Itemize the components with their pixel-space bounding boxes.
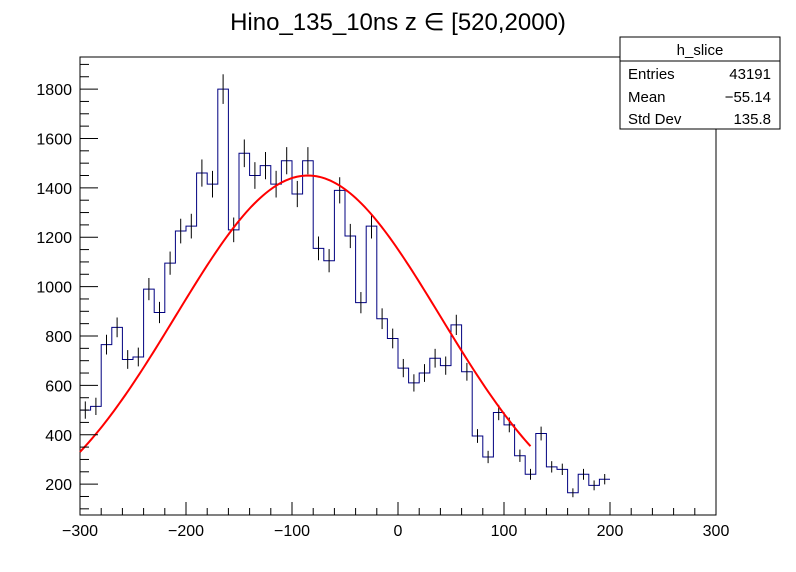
y-tick-label: 1600 — [36, 131, 72, 148]
y-tick-label: 600 — [45, 378, 72, 395]
stats-box-title: h_slice — [677, 42, 724, 59]
x-tick-label: 300 — [703, 523, 730, 540]
fit-layer — [79, 174, 532, 453]
x-tick-label: −300 — [62, 523, 98, 540]
x-tick-label: 0 — [394, 523, 403, 540]
stats-mean-value: −55.14 — [725, 89, 771, 106]
stats-stddev-value: 135.8 — [733, 111, 771, 128]
y-tick-label: 1800 — [36, 82, 72, 99]
stats-entries-value: 43191 — [729, 66, 771, 83]
stats-box: h_slice Entries 43191 Mean −55.14 Std De… — [619, 36, 781, 130]
chart-title: Hino_135_10ns z ∈ [520,2000) — [230, 9, 566, 36]
y-tick-label: 1000 — [36, 280, 72, 297]
x-tick-label: −100 — [274, 523, 310, 540]
y-tick-label: 800 — [45, 329, 72, 346]
y-tick-label: 1200 — [36, 230, 72, 247]
x-tick-label: −200 — [168, 523, 204, 540]
histogram-layer — [80, 74, 610, 498]
axes-layer: −300 −200 −100 0 100 200 300 200 400 600 800 1000 12… — [36, 63, 730, 540]
x-tick-label: 100 — [491, 523, 518, 540]
stats-box-frame — [619, 36, 781, 130]
y-tick-label: 200 — [45, 477, 72, 494]
x-tick-label: 200 — [597, 523, 624, 540]
stats-entries-label: Entries — [628, 66, 675, 83]
stats-stddev-label: Std Dev — [628, 111, 682, 128]
gaussian-fit-curve — [79, 174, 532, 453]
y-tick-label: 400 — [45, 428, 72, 445]
stats-mean-label: Mean — [628, 89, 666, 106]
y-tick-label: 1400 — [36, 181, 72, 198]
